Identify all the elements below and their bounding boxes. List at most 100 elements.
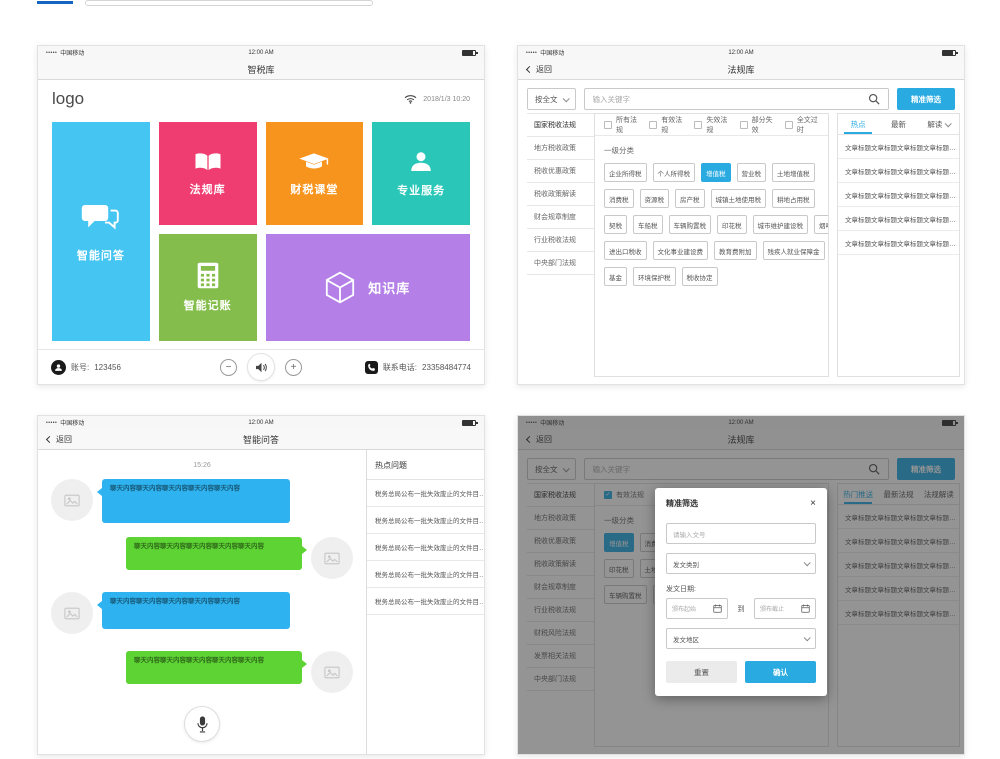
- status-checkbox[interactable]: 全文过时: [784, 115, 819, 135]
- back-button[interactable]: 返回: [525, 64, 552, 75]
- chat-area: 15:26 聊天内容聊天内容聊天内容聊天内容聊天内容 聊天内容聊天内容聊天内容聊…: [38, 450, 366, 754]
- tax-tag[interactable]: 烟叶税: [814, 215, 828, 234]
- hot-question-item[interactable]: 税务总局公布一批失效废止的文件目…: [367, 561, 484, 588]
- tax-tag[interactable]: 契税: [604, 215, 627, 234]
- tile-law-library[interactable]: 法规库: [158, 122, 257, 225]
- phone-label: 联系电话:: [382, 362, 418, 372]
- avatar: [311, 537, 353, 579]
- date-end-field[interactable]: 颁布截止: [754, 598, 816, 619]
- tab-latest[interactable]: 最新: [890, 119, 906, 129]
- nav-bar: 返回 智能问答: [38, 429, 484, 450]
- tile-smart-accounting[interactable]: 智能记账: [158, 234, 257, 341]
- tax-tag[interactable]: 企业所得税: [604, 163, 647, 182]
- tax-tag[interactable]: 车船税: [633, 215, 663, 234]
- confirm-button[interactable]: 确认: [745, 661, 816, 683]
- home-screen: ••••• 中国移动 12:00 AM 智税库 logo 2018/1/3 10…: [37, 45, 485, 385]
- sidebar-item[interactable]: 税收优惠政策: [527, 160, 594, 183]
- sidebar-item[interactable]: 国家税收法规: [527, 114, 594, 137]
- tile-label: 专业服务: [397, 184, 446, 197]
- tile-label: 智能记账: [183, 300, 232, 312]
- page-title: 智税库: [247, 64, 275, 75]
- document-number-input[interactable]: 请输入文号: [666, 523, 816, 544]
- tax-tag[interactable]: 个人所得税: [652, 163, 695, 182]
- tax-tag[interactable]: 城镇土地使用税: [710, 189, 766, 208]
- search-input[interactable]: [592, 94, 868, 104]
- speaker-button[interactable]: [247, 353, 275, 381]
- tax-tag[interactable]: 残疾人就业保障金: [762, 241, 825, 260]
- status-checkbox[interactable]: 部分失效: [739, 115, 774, 135]
- back-button[interactable]: 返回: [45, 434, 72, 445]
- microphone-button[interactable]: [184, 706, 220, 742]
- checkbox-icon: [784, 120, 793, 129]
- tax-tag[interactable]: 车辆购置税: [668, 215, 711, 234]
- tax-tag[interactable]: 营业税: [736, 163, 766, 182]
- tile-professional-service[interactable]: 专业服务: [372, 122, 470, 225]
- tile-knowledge-base[interactable]: 知识库: [265, 234, 470, 341]
- sidebar-item[interactable]: 财会规章制度: [527, 206, 594, 229]
- tab-hot[interactable]: 热点: [838, 114, 878, 134]
- sidebar-item[interactable]: 行业税收法规: [527, 229, 594, 252]
- hot-question-item[interactable]: 税务总局公布一批失效废止的文件目…: [367, 480, 484, 507]
- tax-tag[interactable]: 资源税: [639, 189, 669, 208]
- article-item[interactable]: 文章标题文章标题文章标题文章标题…: [838, 231, 959, 255]
- tax-tag[interactable]: 房产税: [675, 189, 705, 208]
- tax-tag[interactable]: 进出口税收: [604, 241, 647, 260]
- tile-tax-classroom[interactable]: 财税课堂: [265, 122, 364, 225]
- tab-interpretation[interactable]: 解读: [919, 114, 959, 134]
- status-checkbox[interactable]: 失效法规: [694, 115, 728, 135]
- logo: logo: [52, 89, 85, 108]
- sidebar-item[interactable]: 地方税收政策: [527, 137, 594, 160]
- category-sidebar: 国家税收法规 地方税收政策 税收优惠政策 税收政策解读 财会规章制度 行业税收法…: [527, 113, 595, 377]
- tax-tag[interactable]: 教育费附加: [714, 241, 757, 260]
- reset-button[interactable]: 重置: [666, 661, 737, 683]
- search-icon[interactable]: [868, 93, 880, 105]
- tax-tags: 企业所得税 个人所得税 增值税 营业税 土地增值税 消费税 资源税 房产税 城镇…: [595, 163, 828, 286]
- tax-tag[interactable]: 文化事业建设费: [652, 241, 708, 260]
- article-item[interactable]: 文章标题文章标题文章标题文章标题…: [838, 183, 959, 207]
- tax-tag-selected[interactable]: 增值税: [701, 163, 731, 182]
- status-checkbox[interactable]: 有效法规: [649, 115, 683, 135]
- search-mode-select[interactable]: 按全文: [527, 88, 576, 110]
- tax-tag[interactable]: 消费税: [604, 189, 634, 208]
- document-category-select[interactable]: 发文类别: [666, 553, 816, 574]
- tax-tag[interactable]: 基金: [604, 267, 627, 286]
- image-placeholder-icon: [324, 552, 340, 564]
- chevron-down-icon: [803, 559, 811, 567]
- tax-tag[interactable]: 环境保护税: [633, 267, 676, 286]
- tax-tag[interactable]: 印花税: [717, 215, 747, 234]
- status-bar: •••••中国移动 12:00 AM: [38, 416, 484, 429]
- nav-bar: 智税库: [38, 59, 484, 80]
- date-start-field[interactable]: 颁布起始: [666, 598, 728, 619]
- status-checkbox[interactable]: 所有法规: [604, 115, 638, 135]
- issue-region-select[interactable]: 发文地区: [666, 628, 816, 649]
- hot-question-item[interactable]: 税务总局公布一批失效废止的文件目…: [367, 507, 484, 534]
- battery-icon: [462, 49, 478, 56]
- volume-up-button[interactable]: +: [285, 358, 302, 376]
- sidebar-item[interactable]: 中央部门法规: [527, 252, 594, 275]
- precise-filter-button[interactable]: 精准筛选: [897, 88, 955, 110]
- tile-smart-qa[interactable]: 智能问答: [52, 122, 150, 341]
- tax-tag[interactable]: 耕地占用税: [772, 189, 815, 208]
- chat-bubble: 聊天内容聊天内容聊天内容聊天内容聊天内容: [97, 479, 290, 523]
- hot-question-item[interactable]: 税务总局公布一批失效废止的文件目…: [367, 588, 484, 615]
- law-library-filter-screen: •••••中国移动 12:00 AM 返回 法规库 按全文 精准筛选 国家税收法…: [517, 415, 965, 755]
- hot-question-item[interactable]: 税务总局公布一批失效废止的文件目…: [367, 534, 484, 561]
- close-icon[interactable]: ×: [810, 497, 816, 509]
- chat-message-user: 聊天内容聊天内容聊天内容聊天内容聊天内容: [38, 651, 366, 693]
- article-item[interactable]: 文章标题文章标题文章标题文章标题…: [838, 159, 959, 183]
- home-footer: 账号: 123456 − + 联系电话: 23358484774: [38, 349, 484, 384]
- chat-message-user: 聊天内容聊天内容聊天内容聊天内容聊天内容: [38, 537, 366, 579]
- law-library-screen: •••••中国移动 12:00 AM 返回 法规库 按全文 精准筛选 国家税收法…: [517, 45, 965, 385]
- volume-down-button[interactable]: −: [220, 358, 237, 376]
- article-list-panel: 热点 最新 解读 文章标题文章标题文章标题文章标题… 文章标题文章标题文章标题文…: [837, 113, 960, 377]
- chevron-down-icon: [944, 119, 953, 127]
- sidebar-item[interactable]: 税收政策解读: [527, 183, 594, 206]
- page-title: 智能问答: [242, 434, 279, 445]
- article-item[interactable]: 文章标题文章标题文章标题文章标题…: [838, 135, 959, 159]
- carrier-label: 中国移动: [540, 51, 565, 57]
- tax-tag[interactable]: 税收协定: [681, 267, 718, 286]
- tax-tag[interactable]: 土地增值税: [772, 163, 815, 182]
- back-chevron-icon: [525, 65, 534, 73]
- article-item[interactable]: 文章标题文章标题文章标题文章标题…: [838, 207, 959, 231]
- tax-tag[interactable]: 城市维护建设税: [752, 215, 808, 234]
